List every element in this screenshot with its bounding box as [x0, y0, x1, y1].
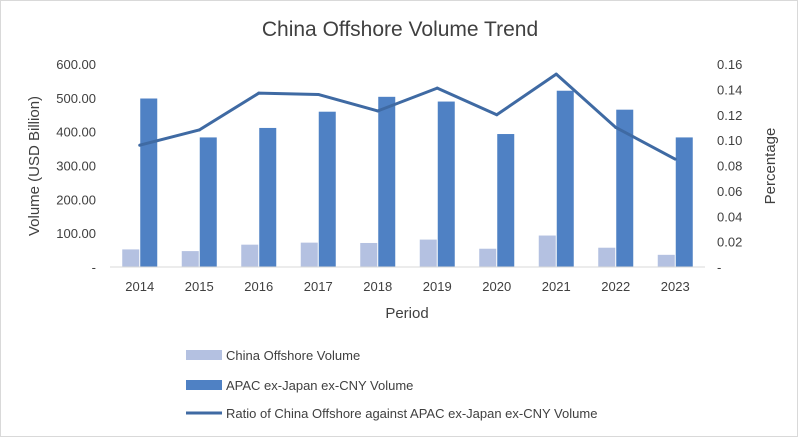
- bar-china-offshore: [181, 251, 199, 267]
- x-tick-label: 2014: [125, 279, 154, 294]
- bar-apac-volume: [140, 98, 158, 267]
- x-tick-label: 2021: [542, 279, 571, 294]
- bar-china-offshore: [419, 239, 437, 267]
- y-axis-label: Volume (USD Billion): [26, 96, 43, 236]
- bar-apac-volume: [497, 134, 515, 267]
- bar-china-offshore: [479, 248, 497, 267]
- ratio-point: [257, 91, 261, 95]
- bar-apac-volume: [556, 90, 574, 267]
- legend-label-apac: APAC ex-Japan ex-CNY Volume: [226, 378, 413, 393]
- bar-china-offshore: [538, 235, 556, 267]
- left-axis-ticks: - 100.00 200.00 300.00 400.00 500.00 600.00: [56, 57, 96, 275]
- ratio-point: [673, 157, 677, 161]
- y-tick-label: 500.00: [56, 91, 96, 106]
- x-tick-label: 2020: [482, 279, 511, 294]
- ratio-point: [435, 86, 439, 90]
- right-axis-ticks: - 0.02 0.04 0.06 0.08 0.10 0.12 0.14 0.16: [717, 57, 742, 275]
- y2-tick-label: 0.12: [717, 108, 742, 123]
- legend-label-china-offshore: China Offshore Volume: [226, 348, 360, 363]
- legend-label-ratio: Ratio of China Offshore against APAC ex-…: [226, 406, 597, 421]
- x-tick-label: 2016: [244, 279, 273, 294]
- y2-tick-label: 0.10: [717, 133, 742, 148]
- legend-swatch-china-offshore: [186, 350, 222, 360]
- y-tick-label: 400.00: [56, 125, 96, 140]
- bar-apac-volume: [437, 101, 455, 268]
- bar-china-offshore: [360, 242, 378, 267]
- bar-group: [122, 90, 693, 268]
- x-axis-label: Period: [385, 305, 428, 322]
- ratio-point: [316, 92, 320, 96]
- x-tick-label: 2019: [423, 279, 452, 294]
- bar-apac-volume: [259, 127, 277, 267]
- x-tick-label: 2022: [601, 279, 630, 294]
- ratio-point: [554, 72, 558, 76]
- y2-tick-label: -: [717, 260, 721, 275]
- chart-title: China Offshore Volume Trend: [262, 18, 538, 41]
- x-tick-label: 2017: [304, 279, 333, 294]
- x-tick-label: 2015: [185, 279, 214, 294]
- y2-tick-label: 0.08: [717, 159, 742, 174]
- x-axis-ticks: 2014 2015 2016 2017 2018 2019 2020 2021 2022 2023: [125, 279, 689, 294]
- bar-china-offshore: [657, 254, 675, 267]
- y2-tick-label: 0.04: [717, 209, 742, 224]
- y2-axis-label: Percentage: [762, 128, 779, 205]
- legend-swatch-apac: [186, 380, 222, 390]
- y2-tick-label: 0.06: [717, 184, 742, 199]
- ratio-line-group: [138, 72, 677, 161]
- ratio-point: [614, 125, 618, 129]
- bar-china-offshore: [241, 244, 259, 267]
- x-tick-label: 2023: [661, 279, 690, 294]
- ratio-point: [495, 113, 499, 117]
- bar-china-offshore: [598, 247, 616, 267]
- y-tick-label: 100.00: [56, 226, 96, 241]
- y2-tick-label: 0.16: [717, 57, 742, 72]
- bar-china-offshore: [122, 249, 140, 267]
- bar-apac-volume: [199, 137, 217, 267]
- ratio-point: [197, 128, 201, 132]
- y-tick-label: 300.00: [56, 159, 96, 174]
- bar-china-offshore: [300, 242, 318, 267]
- y-tick-label: 600.00: [56, 57, 96, 72]
- ratio-point: [376, 109, 380, 113]
- y2-tick-label: 0.14: [717, 82, 742, 97]
- ratio-point: [138, 143, 142, 147]
- y-tick-label: 200.00: [56, 192, 96, 207]
- bar-apac-volume: [378, 96, 396, 268]
- bar-apac-volume: [318, 111, 336, 267]
- y2-tick-label: 0.02: [717, 235, 742, 250]
- x-tick-label: 2018: [363, 279, 392, 294]
- ratio-line: [139, 72, 676, 161]
- bar-apac-volume: [675, 137, 693, 267]
- legend: China Offshore Volume APAC ex-Japan ex-C…: [186, 348, 597, 421]
- y-tick-label: -: [92, 260, 96, 275]
- bar-apac-volume: [616, 109, 634, 267]
